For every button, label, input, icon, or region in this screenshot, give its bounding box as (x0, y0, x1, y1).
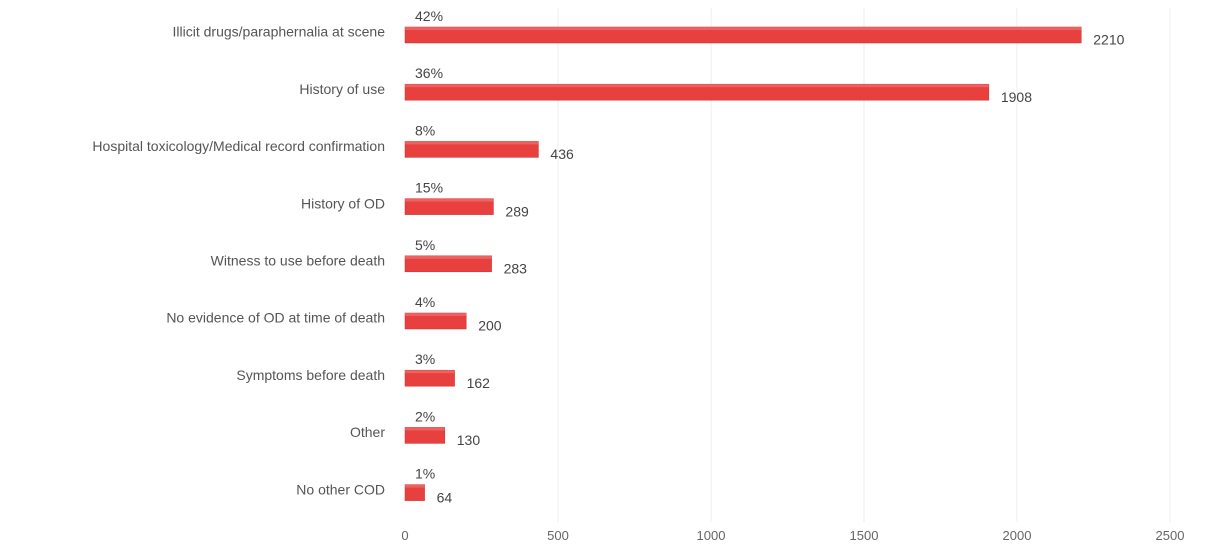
bar-highlight (405, 427, 445, 430)
category-label: No other COD (296, 481, 385, 497)
category-label: Witness to use before death (211, 253, 385, 269)
category-label: Illicit drugs/paraphernalia at scene (173, 24, 386, 40)
bar-highlight (405, 485, 425, 488)
percent-label: 3% (415, 351, 435, 367)
category-label: Symptoms before death (236, 367, 385, 383)
category-labels: Illicit drugs/paraphernalia at scene Hist… (92, 24, 385, 498)
bar-highlight (405, 84, 989, 87)
value-label: 1908 (1001, 89, 1032, 105)
percent-label: 8% (415, 122, 435, 138)
category-label: Hospital toxicology/Medical record confi… (92, 138, 385, 154)
bar-highlight (405, 256, 492, 259)
percent-label: 5% (415, 237, 435, 253)
category-label: No evidence of OD at time of death (166, 310, 385, 326)
x-tick-label: 1000 (697, 528, 726, 543)
bar-highlight (405, 27, 1081, 30)
value-label: 283 (504, 261, 528, 277)
percent-label: 1% (415, 466, 435, 482)
percent-label: 36% (415, 65, 443, 81)
bar-highlight (405, 199, 493, 202)
category-label: Other (350, 424, 385, 440)
x-tick-label: 500 (547, 528, 569, 543)
percent-label: 15% (415, 180, 443, 196)
percent-label: 4% (415, 294, 435, 310)
value-label: 436 (550, 146, 574, 162)
category-label: History of OD (301, 195, 385, 211)
bar-highlight (405, 141, 538, 144)
bar-highlight (405, 370, 455, 373)
value-label: 200 (478, 318, 502, 334)
value-label: 289 (505, 203, 529, 219)
x-axis-ticks: 0 500 1000 1500 2000 2500 (401, 528, 1184, 543)
value-label: 130 (457, 432, 481, 448)
value-label: 64 (437, 489, 453, 505)
x-tick-label: 2000 (1003, 528, 1032, 543)
percent-label: 42% (415, 8, 443, 24)
x-tick-label: 0 (401, 528, 408, 543)
x-tick-label: 1500 (850, 528, 879, 543)
category-label: History of use (299, 81, 385, 97)
x-tick-label: 2500 (1156, 528, 1185, 543)
value-label: 2210 (1093, 32, 1124, 48)
value-label: 162 (467, 375, 491, 391)
percent-label: 2% (415, 408, 435, 424)
bar-highlight (405, 313, 466, 316)
